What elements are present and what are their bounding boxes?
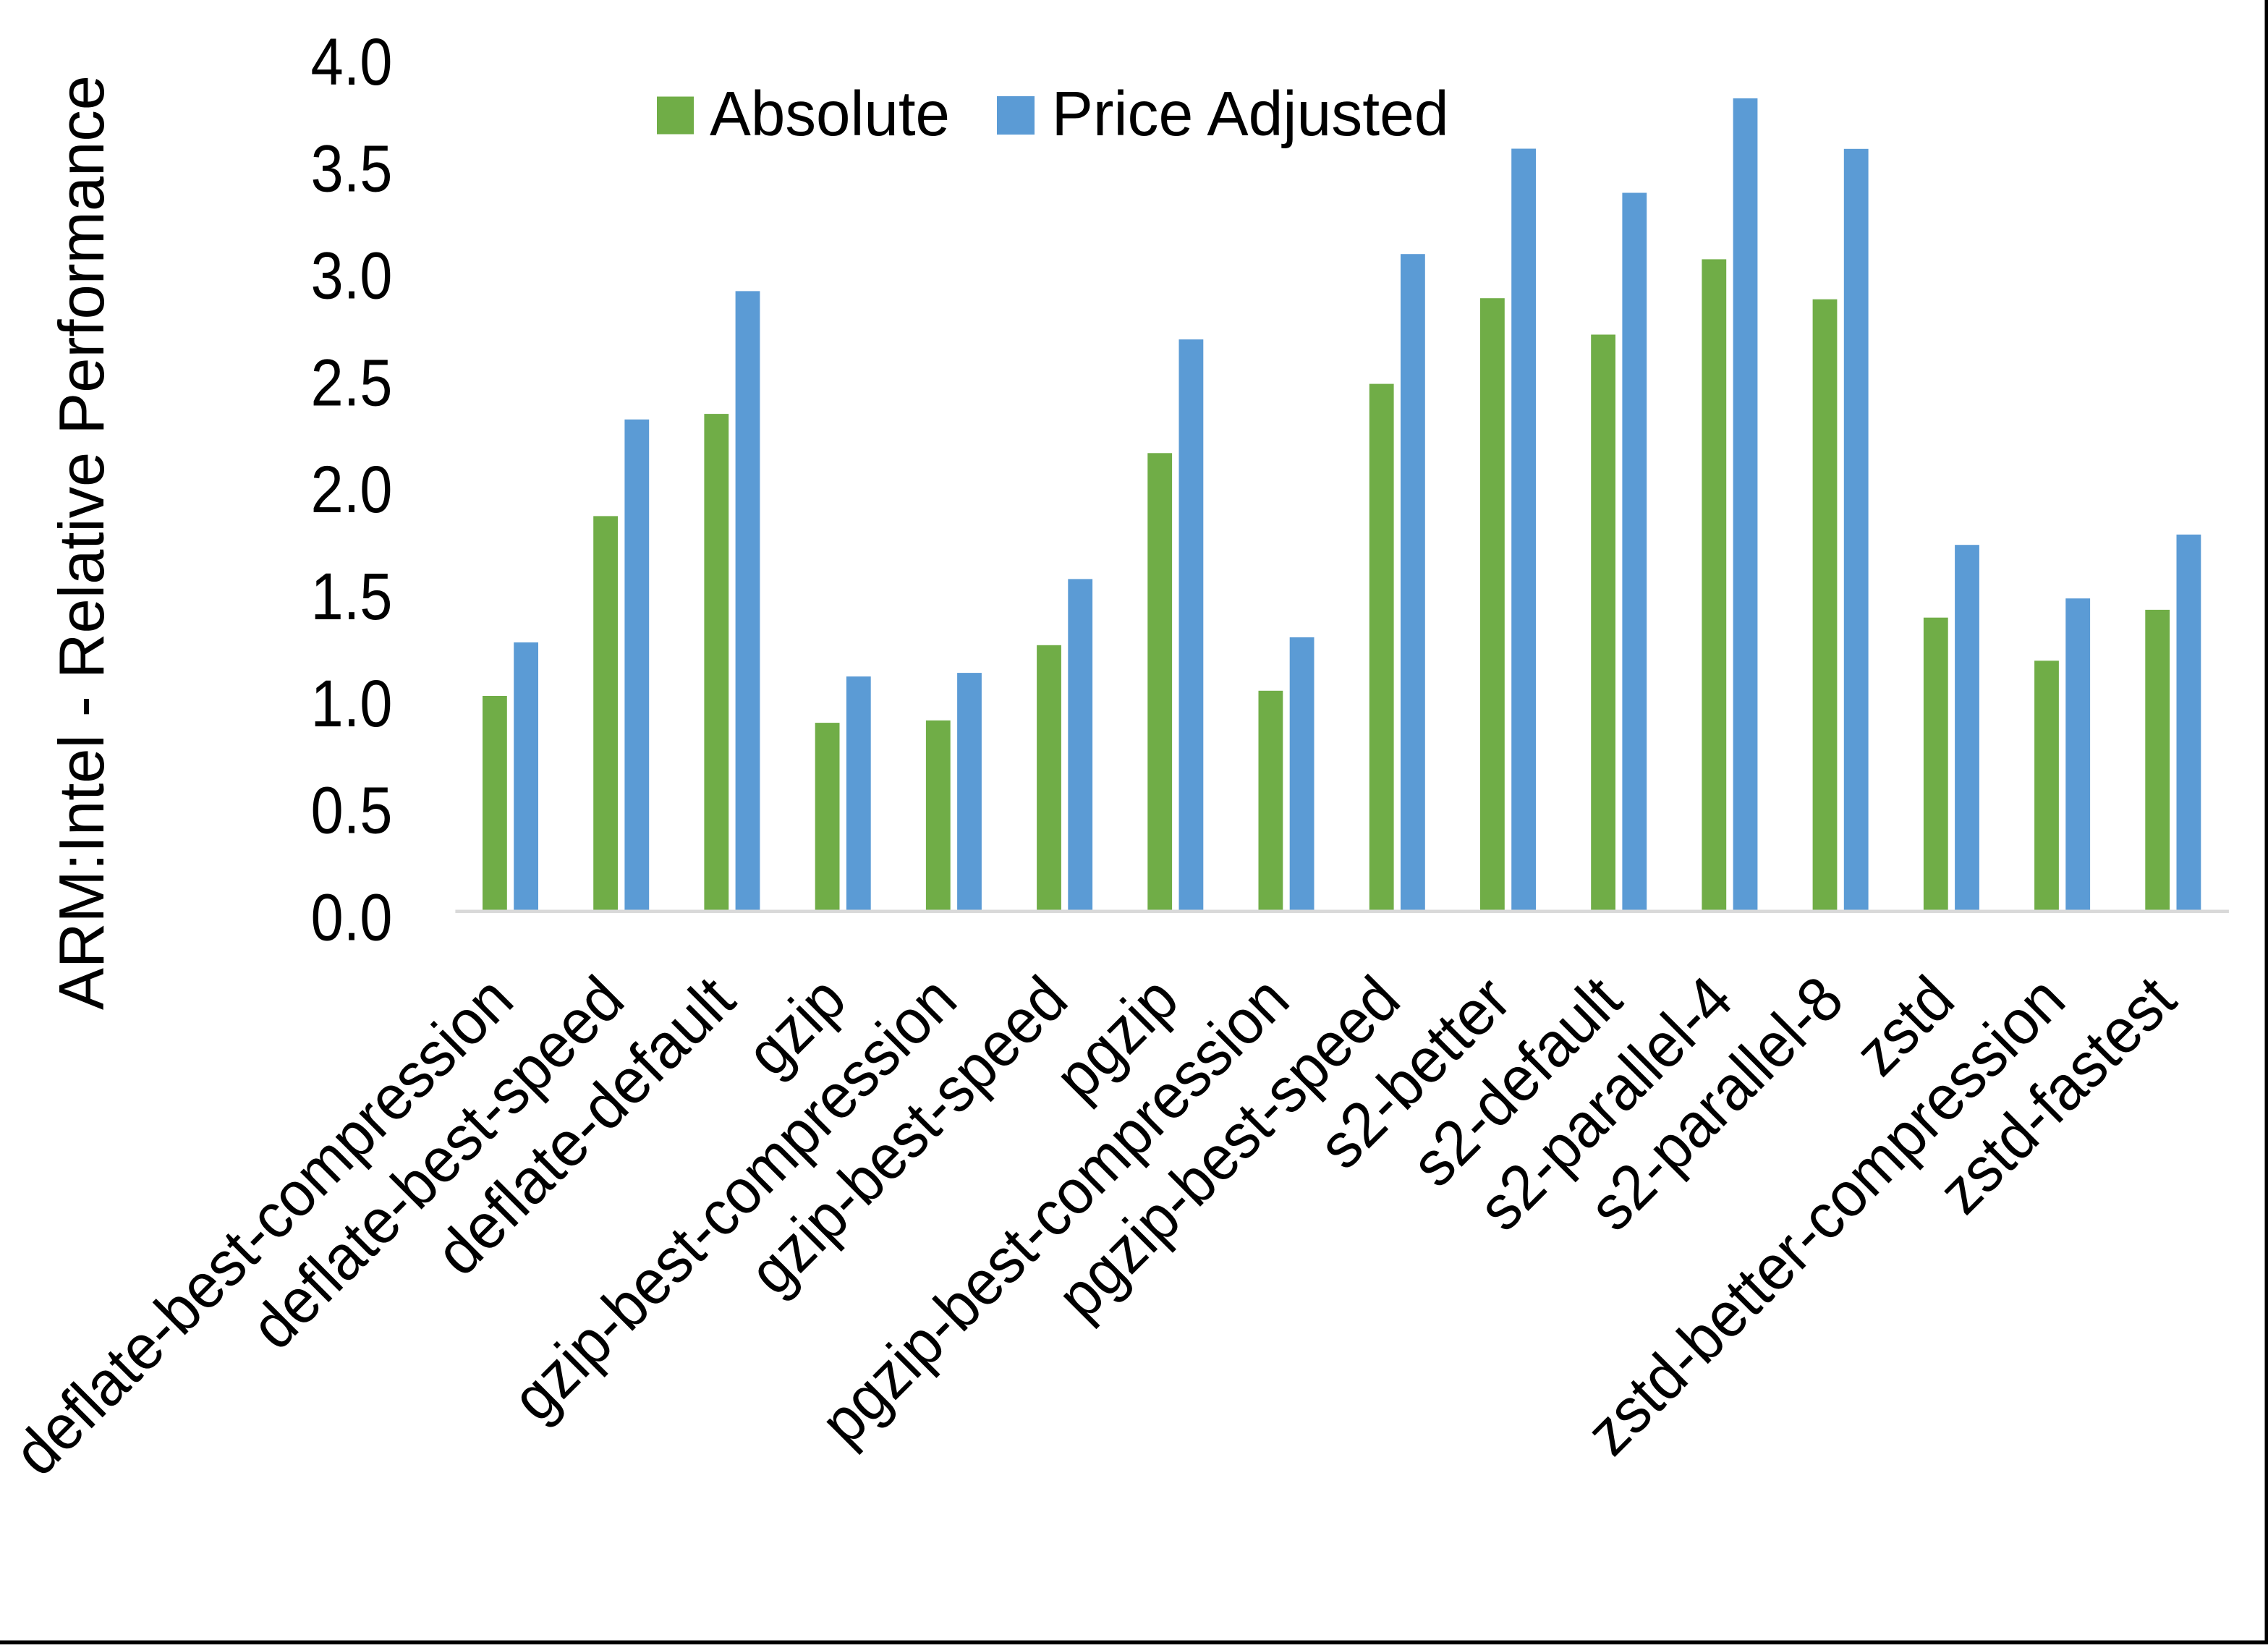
svg-text:3.5: 3.5 (311, 132, 393, 206)
svg-text:1.5: 1.5 (311, 560, 393, 634)
svg-text:0.5: 0.5 (311, 774, 393, 848)
svg-text:Price Adjusted: Price Adjusted (1052, 79, 1449, 149)
svg-text:0.0: 0.0 (311, 881, 393, 955)
svg-text:Absolute: Absolute (710, 79, 950, 149)
svg-text:4.0: 4.0 (311, 25, 393, 99)
svg-text:2.5: 2.5 (311, 346, 393, 420)
svg-text:1.0: 1.0 (311, 667, 393, 741)
svg-text:ARM:Intel - Relative Performan: ARM:Intel - Relative Performance (46, 75, 117, 1010)
svg-text:2.0: 2.0 (311, 453, 393, 527)
svg-text:3.0: 3.0 (311, 239, 393, 313)
